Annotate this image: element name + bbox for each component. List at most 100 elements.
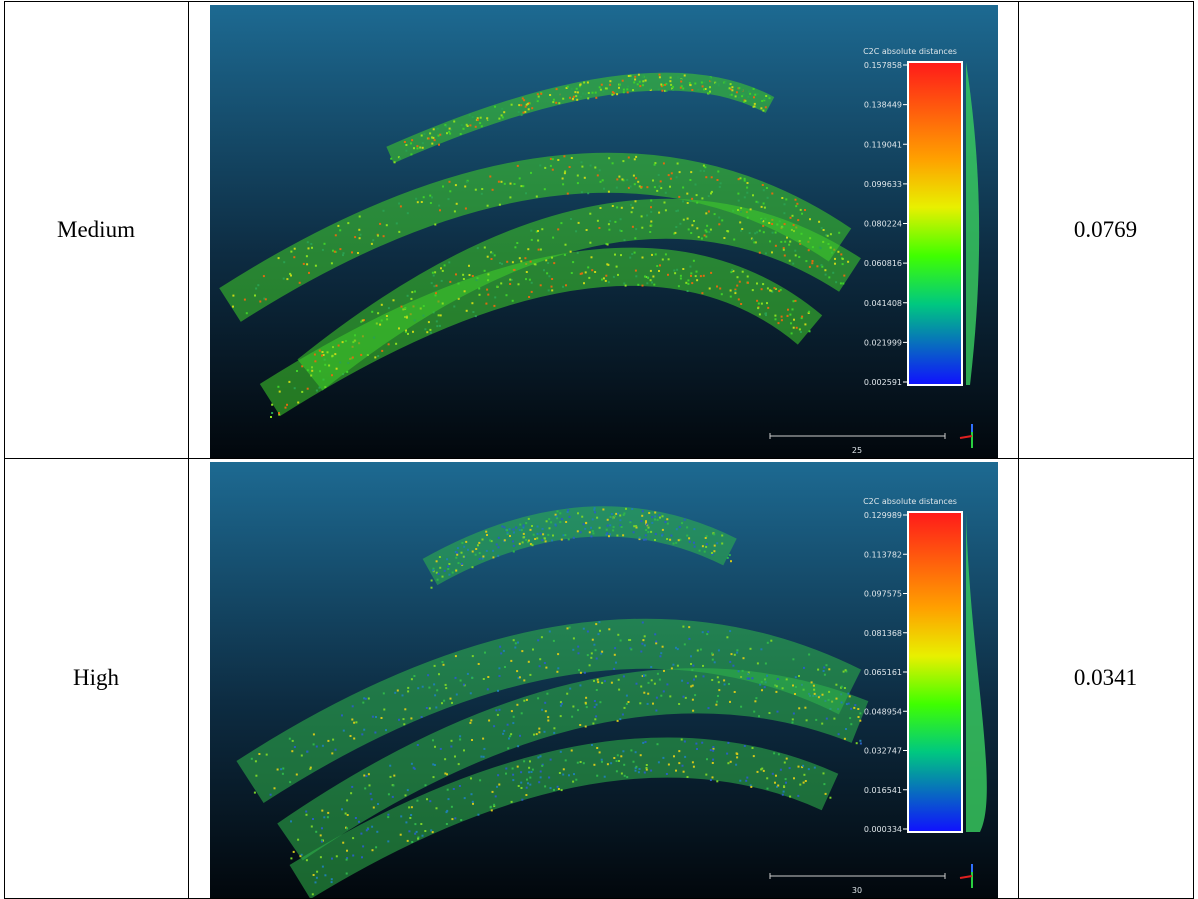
cloud-point bbox=[710, 271, 713, 274]
cloud-point bbox=[331, 857, 333, 860]
cloud-point bbox=[662, 756, 665, 759]
cloud-point bbox=[657, 761, 660, 764]
cloud-point bbox=[575, 778, 578, 781]
cloud-point bbox=[427, 674, 430, 677]
cloud-point bbox=[579, 531, 582, 534]
cloud-point bbox=[665, 89, 668, 92]
cloud-point bbox=[758, 251, 761, 254]
cloud-point bbox=[486, 255, 489, 258]
cloud-point bbox=[544, 701, 547, 704]
cloud-point bbox=[448, 130, 451, 133]
cloud-point bbox=[389, 764, 392, 767]
cloud-point bbox=[779, 768, 782, 771]
cloud-point bbox=[517, 111, 520, 113]
cloud-point bbox=[543, 269, 545, 272]
cloud-point bbox=[616, 178, 619, 181]
cloud-point bbox=[677, 209, 679, 212]
cloud-point bbox=[595, 703, 598, 706]
cloud-point bbox=[729, 700, 731, 703]
cloud-point bbox=[295, 773, 298, 776]
cloud-point bbox=[458, 785, 461, 787]
cloud-point bbox=[406, 839, 409, 842]
cloud-point bbox=[367, 697, 370, 700]
cloud-point bbox=[686, 526, 689, 529]
cloud-point bbox=[785, 757, 788, 760]
cloud-point bbox=[792, 300, 795, 303]
table-rule bbox=[4, 1, 1194, 2]
cloud-point bbox=[694, 694, 697, 697]
cloud-point bbox=[801, 766, 804, 769]
cloud-point bbox=[713, 550, 716, 553]
cloud-point bbox=[314, 264, 317, 267]
cloud-point bbox=[451, 701, 453, 704]
cloud-point bbox=[658, 211, 661, 214]
cloud-point bbox=[527, 248, 530, 251]
cloud-point bbox=[293, 247, 296, 250]
cloud-point bbox=[438, 556, 441, 558]
cloud-point bbox=[710, 176, 713, 179]
cloud-point bbox=[549, 94, 552, 96]
cloud-point bbox=[792, 224, 795, 227]
cloud-point bbox=[756, 662, 759, 665]
cloud-point bbox=[586, 654, 589, 657]
cloud-point bbox=[707, 210, 710, 213]
cloud-point bbox=[448, 563, 451, 565]
cloud-point bbox=[766, 641, 769, 644]
cloud-point bbox=[372, 239, 375, 242]
cloud-point bbox=[440, 279, 443, 282]
cloud-point bbox=[612, 526, 615, 529]
cloud-point bbox=[682, 625, 685, 628]
cloud-point bbox=[292, 850, 295, 853]
cloud-point bbox=[774, 288, 777, 290]
cloud-point bbox=[552, 98, 555, 101]
cloud-point bbox=[704, 229, 707, 232]
cloud-point bbox=[672, 542, 675, 545]
cloud-point bbox=[342, 841, 345, 844]
cloud-point bbox=[258, 753, 261, 755]
cloud-point bbox=[717, 84, 720, 87]
cloud-point bbox=[693, 545, 696, 548]
cloud-point bbox=[857, 716, 860, 718]
cloud-point bbox=[654, 539, 656, 541]
cloud-point bbox=[686, 192, 689, 195]
cloud-point bbox=[447, 798, 450, 801]
cloud-point bbox=[594, 511, 596, 514]
cloud-point bbox=[464, 185, 467, 188]
cloud-point bbox=[569, 687, 572, 690]
cloud-point bbox=[771, 231, 774, 234]
cloud-point bbox=[737, 670, 740, 673]
cloud-point bbox=[643, 771, 646, 774]
cloud-point bbox=[654, 515, 657, 518]
cloud-point bbox=[579, 724, 582, 726]
cloud-point bbox=[800, 317, 803, 320]
cloud-point bbox=[639, 85, 642, 88]
cloud-point bbox=[365, 775, 368, 778]
cloud-point bbox=[439, 747, 442, 750]
cloud-point bbox=[555, 515, 558, 518]
cloud-point bbox=[700, 81, 703, 84]
cloud-point bbox=[732, 664, 735, 667]
cloud-point bbox=[627, 186, 630, 189]
cloud-point bbox=[696, 201, 699, 204]
cloud-point bbox=[600, 83, 603, 86]
cloud-point bbox=[641, 621, 644, 624]
cloud-point bbox=[614, 220, 617, 223]
cloud-point bbox=[393, 774, 396, 777]
cloud-point bbox=[323, 816, 326, 819]
cloud-point bbox=[508, 737, 510, 740]
cloud-point bbox=[269, 793, 272, 796]
cloud-point bbox=[629, 647, 632, 650]
cloud-point bbox=[331, 374, 333, 377]
cloud-point bbox=[596, 516, 599, 519]
cloud-point bbox=[828, 276, 831, 279]
cloud-point bbox=[664, 89, 666, 92]
cloud-point bbox=[793, 777, 795, 780]
cloud-point bbox=[822, 772, 825, 775]
cloud-point bbox=[511, 767, 514, 770]
cloud-point bbox=[420, 823, 423, 825]
cloud-point bbox=[373, 336, 376, 339]
cloud-point bbox=[848, 695, 851, 698]
cloud-point bbox=[764, 106, 767, 109]
cloud-point bbox=[512, 773, 515, 776]
cloud-point bbox=[414, 290, 416, 293]
